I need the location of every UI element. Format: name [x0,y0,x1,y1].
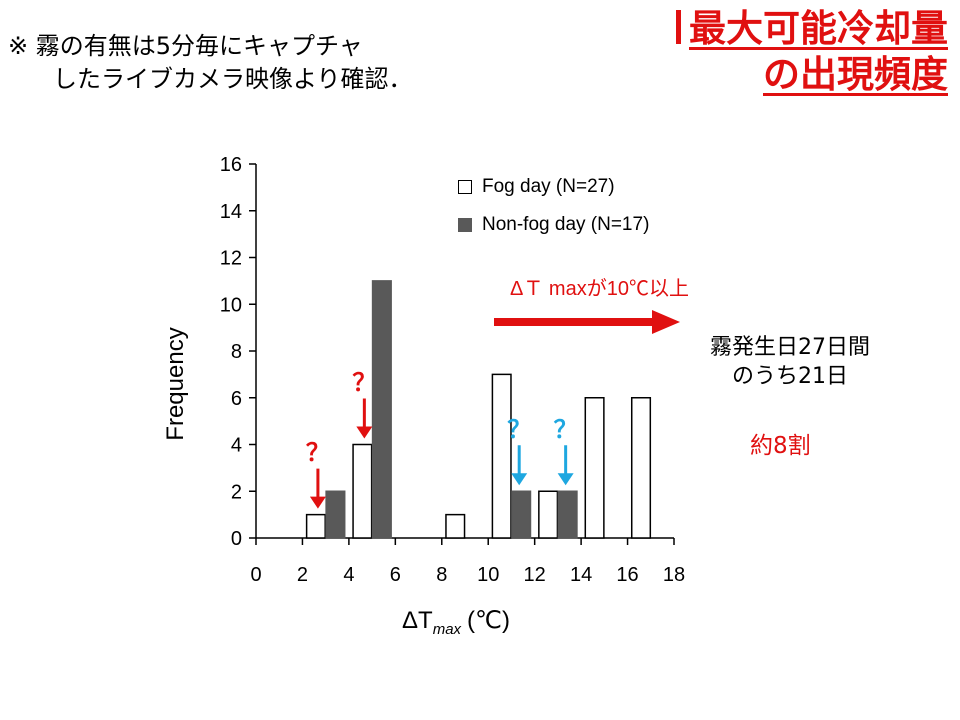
delta-threshold-label: ΔＴ maxが10℃以上 [510,278,689,300]
right-arrow-shaft [494,318,654,326]
legend-item-nonfog: Non-fog day (N=17) [458,206,649,244]
legend-item-fog: Fog day (N=27) [458,168,649,206]
bar-fog-day [584,397,605,539]
ratio-annotation: 約8割 [750,433,811,459]
bar-fog-day [305,513,326,539]
bar-fog-day [352,443,373,539]
x-axis-label: ΔTmax (℃) [402,607,510,638]
legend-label-nonfog: Non-fog day (N=17) [482,214,650,235]
y-tick-label: 2 [231,481,242,503]
right-arrow-head [652,310,680,334]
fog-days-line-1: 霧発生日27日間 [710,335,870,360]
title-line-1: 最大可能冷却量 [676,6,948,52]
down-arrow-head [557,473,574,486]
bar-nonfog-day [511,490,532,539]
down-arrow-head [511,473,528,486]
y-axis-label: Frequency [162,327,189,440]
x-axis-label-unit: (℃) [467,607,510,634]
x-tick-label: 16 [616,564,638,586]
x-tick-label: 6 [390,564,401,586]
y-tick-label: 8 [231,341,242,363]
question-markers: ？ ？ ？ ？ [306,369,578,509]
legend-swatch-nonfog [458,218,472,232]
bars [305,280,652,539]
x-tick-label: 8 [436,564,447,586]
legend: Fog day (N=27) Non-fog day (N=17) [458,168,649,244]
y-tick-label: 14 [220,201,242,223]
fog-days-line-2: のうち21日 [732,364,848,389]
question-mark: ？ [306,439,330,467]
bar-nonfog-day [557,490,578,539]
legend-swatch-fog [458,180,472,194]
x-axis-label-sub: max [433,621,462,638]
bar-fog-day [491,373,512,539]
bar-nonfog-day [325,490,346,539]
bar-fog-day [538,490,559,539]
y-tick-label: 10 [220,294,242,316]
x-tick-label: 10 [477,564,499,586]
x-tick-label: 4 [343,564,354,586]
fog-days-annotation: 霧発生日27日間 のうち21日 [690,333,890,391]
x-tick-label: 0 [250,564,261,586]
title-line-1-text: 最大可能冷却量 [689,7,948,50]
question-mark: ？ [554,415,578,443]
legend-label-fog: Fog day (N=27) [482,176,615,197]
x-tick-label: 12 [524,564,546,586]
x-tick-label: 14 [570,564,592,586]
title-line-2: の出現頻度 [763,53,948,96]
x-tick-label: 18 [663,564,685,586]
bar-nonfog-day [371,280,392,539]
y-tick-label: 6 [231,388,242,410]
down-arrow-head [309,496,326,509]
x-tick-label: 2 [297,564,308,586]
y-tick-label: 0 [231,528,242,550]
title-accent-bar [676,10,681,44]
y-tick-label: 16 [220,154,242,176]
note-line-2: したライブカメラ映像より確認． [53,65,413,93]
slide-title: 最大可能冷却量 の出現頻度 [676,6,948,98]
fog-detection-note: ※ 霧の有無は5分毎にキャプチャ したライブカメラ映像より確認． [8,30,413,96]
threshold-arrow [494,310,680,334]
question-mark: ？ [352,369,376,397]
bar-fog-day [630,397,652,539]
down-arrow-head [356,426,373,439]
x-axis-label-main: ΔT [402,607,433,634]
question-mark: ？ [507,415,531,443]
note-line-1: ※ 霧の有無は5分毎にキャプチャ [8,32,363,60]
bar-fog-day [445,513,466,539]
y-tick-label: 12 [220,248,242,270]
y-tick-label: 4 [231,435,242,457]
